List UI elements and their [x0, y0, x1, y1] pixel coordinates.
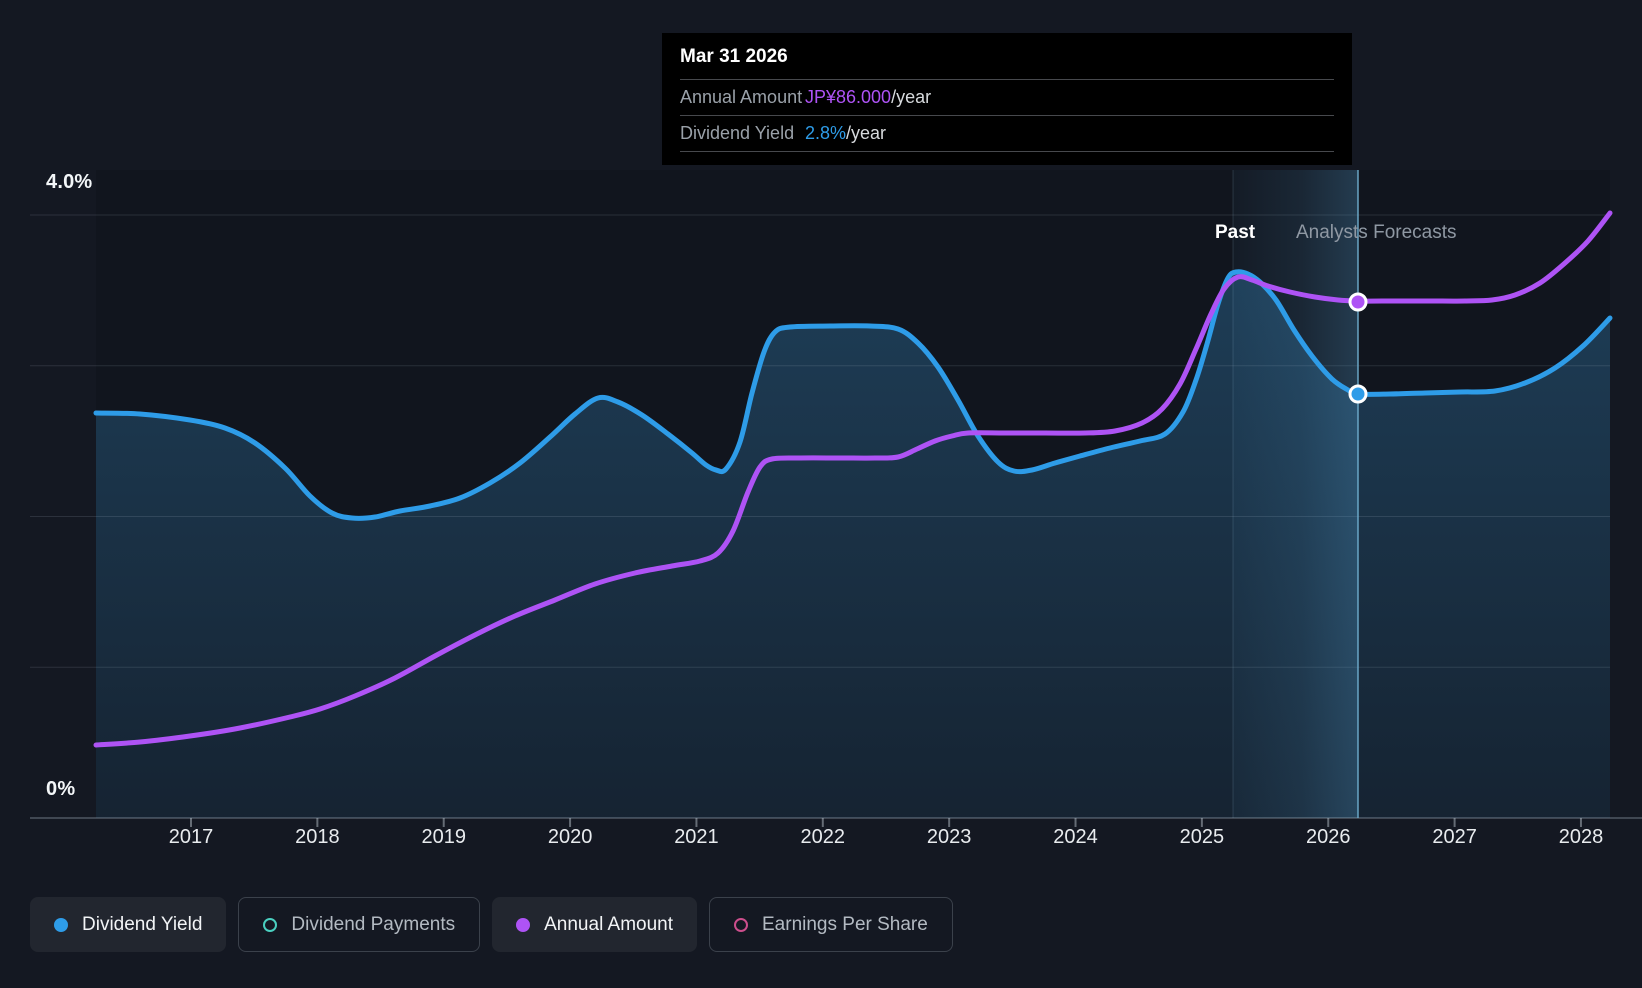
x-axis-label-2017: 2017 [168, 826, 214, 848]
x-axis-label-2022: 2022 [800, 826, 846, 848]
legend-item-label: Earnings Per Share [762, 913, 928, 935]
x-axis-labels: 2017 2018 2019 2020 2021 2022 2023 2024 2025 2026… [0, 826, 1642, 854]
analysts-forecasts-label: Analysts Forecasts [1296, 222, 1457, 243]
dividend-yield-swatch-icon [54, 917, 68, 932]
dividend-payments-swatch-icon [263, 917, 278, 932]
x-axis-label-2021: 2021 [674, 826, 719, 848]
tooltip-row-dividend-yield: Dividend Yield 2.8%/year [680, 115, 1334, 152]
legend-item-dividend-yield[interactable]: Dividend Yield [30, 897, 227, 952]
tooltip-row-annual-amount: Annual Amount JP¥86.000/year [680, 79, 1334, 115]
dividend-yield-marker-dot[interactable] [1348, 384, 1368, 404]
tooltip-label: Dividend Yield [680, 123, 795, 143]
legend-item-label: Annual Amount [544, 913, 673, 935]
x-axis-label-2018: 2018 [295, 826, 340, 848]
annual-amount-value: JP¥86.000 [805, 87, 892, 107]
dividend-yield-value: 2.8% [805, 123, 847, 143]
x-axis-label-2024: 2024 [1053, 826, 1098, 848]
legend-item-label: Dividend Yield [82, 913, 203, 935]
annual-amount-unit: /year [891, 87, 932, 107]
x-axis-label-2026: 2026 [1305, 826, 1351, 848]
legend-item-annual-amount[interactable]: Annual Amount [492, 897, 697, 952]
annual-amount-marker-dot[interactable] [1348, 292, 1368, 312]
tooltip-value: 2.8%/year [805, 123, 886, 144]
earnings-per-share-swatch-icon [734, 917, 748, 932]
legend-item-label: Dividend Payments [291, 913, 456, 935]
chart-tooltip: Mar 31 2026 Annual Amount JP¥86.000/year… [662, 33, 1352, 165]
annual-amount-swatch-icon [516, 917, 531, 932]
x-axis-label-2027: 2027 [1432, 826, 1477, 848]
x-axis-label-2025: 2025 [1179, 826, 1225, 848]
y-axis-label-max: 4.0% [46, 171, 93, 193]
forecast-highlight-band [1233, 170, 1358, 818]
chart-legend: Dividend Yield Dividend Payments Annual Am… [30, 897, 953, 952]
y-axis-label-min: 0% [46, 778, 76, 800]
tooltip-label: Annual Amount [680, 87, 803, 107]
dividend-yield-area [96, 271, 1610, 819]
dividend-yield-line [93, 269, 1613, 521]
legend-item-earnings-per-share[interactable]: Earnings Per Share [709, 897, 953, 952]
x-axis-label-2023: 2023 [926, 826, 972, 848]
x-axis-label-2019: 2019 [421, 826, 466, 848]
x-axis-label-2020: 2020 [547, 826, 593, 848]
x-axis-label-2028: 2028 [1558, 826, 1604, 848]
legend-item-dividend-payments[interactable]: Dividend Payments [238, 897, 481, 952]
dividend-yield-unit: /year [846, 123, 887, 143]
tooltip-value: JP¥86.000/year [805, 87, 931, 108]
tooltip-date: Mar 31 2026 [680, 46, 788, 67]
past-label: Past [1215, 222, 1256, 243]
